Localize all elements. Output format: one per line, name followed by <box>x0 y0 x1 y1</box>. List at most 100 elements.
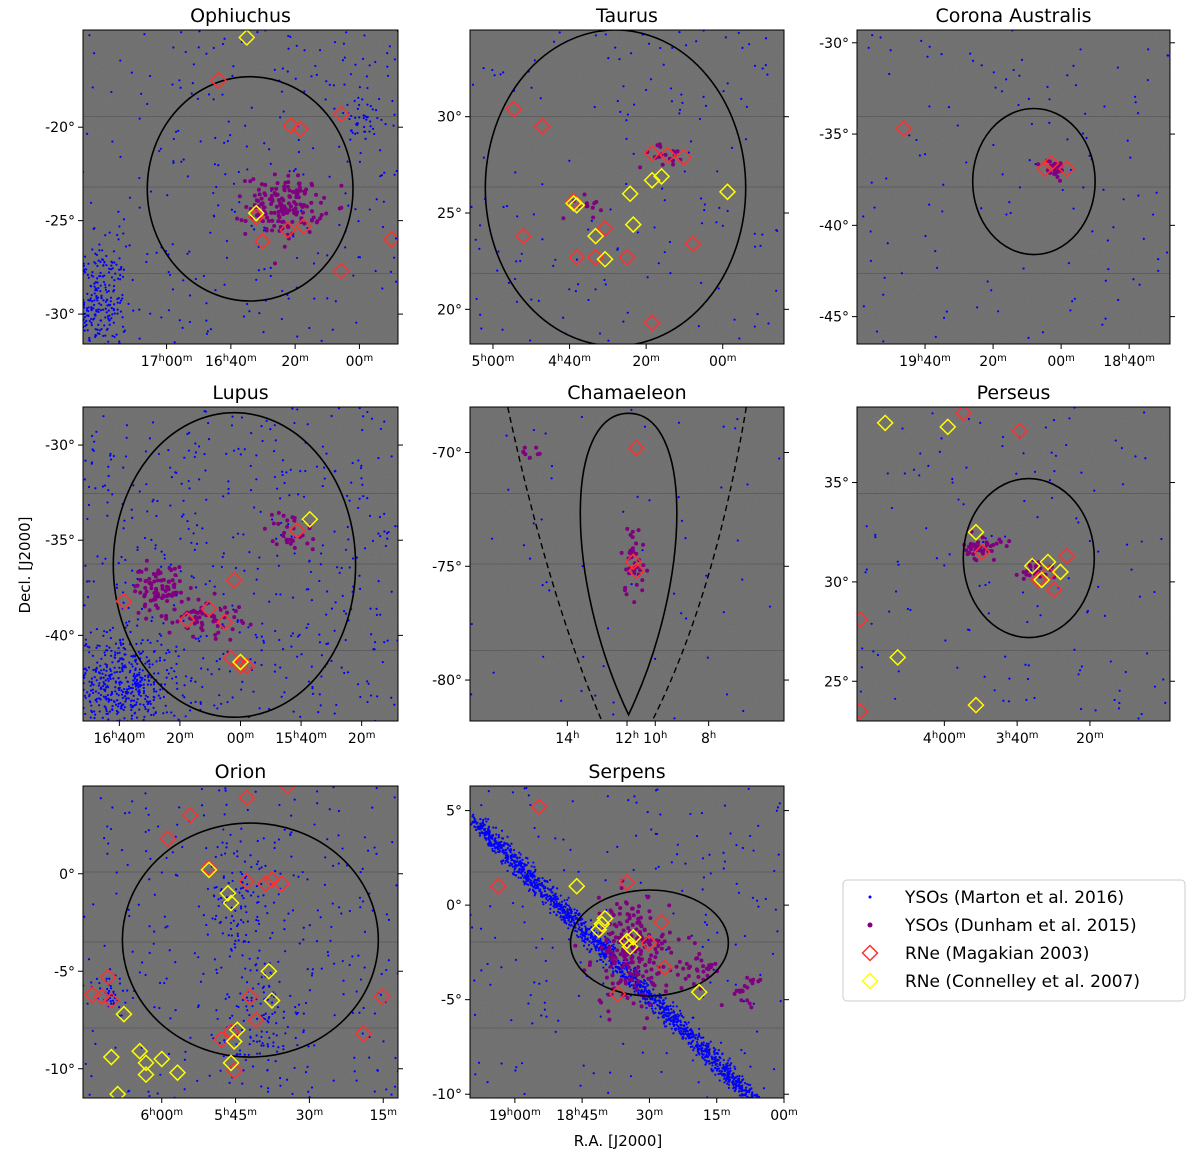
yso-dunham-point <box>156 571 161 576</box>
yso-marton-point <box>213 886 216 889</box>
yso-marton-point <box>351 955 354 958</box>
yso-marton-point <box>135 716 139 719</box>
yso-marton-point <box>258 556 261 559</box>
yso-marton-point <box>292 235 295 238</box>
yso-marton-point <box>753 245 757 248</box>
yso-dunham-point <box>319 212 324 217</box>
yso-marton-point <box>310 665 313 668</box>
yso-marton-point <box>289 35 292 38</box>
yso-marton-point <box>244 967 247 970</box>
yso-marton-point <box>55 328 57 330</box>
yso-marton-point <box>793 1145 795 1147</box>
yso-marton-point <box>163 683 167 686</box>
yso-marton-point <box>486 962 489 966</box>
yso-marton-point <box>749 834 752 838</box>
yso-marton-point <box>992 143 995 147</box>
yso-marton-point <box>197 637 200 640</box>
yso-marton-point <box>92 668 95 672</box>
rne-connelley-marker <box>115 1005 133 1023</box>
yso-dunham-point <box>138 590 143 595</box>
yso-marton-point <box>128 244 131 247</box>
yso-marton-point <box>928 203 931 206</box>
yso-dunham-point <box>260 219 265 224</box>
yso-marton-point <box>374 108 378 112</box>
yso-marton-point <box>1023 499 1026 503</box>
yso-marton-point <box>88 580 91 583</box>
yso-marton-point <box>755 1030 759 1033</box>
yso-marton-point <box>1142 237 1145 240</box>
yso-marton-point <box>120 849 124 852</box>
yso-marton-point <box>541 937 544 940</box>
yso-marton-point <box>757 1095 761 1098</box>
yso-marton-point <box>347 204 350 207</box>
yso-marton-point <box>76 319 78 321</box>
yso-marton-point <box>778 1124 780 1126</box>
yso-marton-point <box>333 712 336 715</box>
yso-marton-point <box>295 44 298 47</box>
yso-dunham-point <box>628 548 633 553</box>
yso-marton-point <box>179 86 182 89</box>
yso-marton-point <box>695 1053 698 1057</box>
yso-dunham-point <box>318 216 323 221</box>
yso-marton-point <box>145 656 148 659</box>
yso-marton-point <box>874 536 877 539</box>
yso-marton-point <box>272 1045 275 1048</box>
yso-marton-point <box>97 684 100 687</box>
yso-marton-point <box>393 173 396 176</box>
yso-marton-point <box>205 498 208 501</box>
yso-marton-point <box>463 799 465 801</box>
yso-marton-point <box>112 250 116 253</box>
yso-marton-point <box>763 1118 765 1120</box>
yso-marton-point <box>168 273 172 277</box>
yso-marton-point <box>945 310 948 313</box>
yso-marton-point <box>741 846 744 850</box>
yso-marton-point <box>165 652 168 655</box>
yso-marton-point <box>897 563 900 566</box>
yso-dunham-point <box>281 533 286 538</box>
yso-marton-point <box>598 953 601 956</box>
panel-corona-australis: Corona Australis-30°-35°-40°-45°19h40m 20… <box>819 5 1175 370</box>
yso-marton-point <box>113 335 116 338</box>
yso-marton-point <box>1080 665 1083 668</box>
yso-marton-point <box>373 846 376 849</box>
yso-marton-point <box>342 979 345 982</box>
rne-connelley-marker <box>568 196 586 214</box>
yso-marton-point <box>361 57 365 61</box>
yso-dunham-point <box>279 205 284 210</box>
yso-marton-point <box>643 425 647 428</box>
yso-marton-point <box>353 99 356 102</box>
yso-marton-point <box>765 1105 767 1107</box>
yso-marton-point <box>73 694 75 696</box>
yso-marton-point <box>118 666 121 669</box>
yso-marton-point <box>282 1016 285 1019</box>
yso-marton-point <box>225 803 228 806</box>
yso-marton-point <box>76 656 78 658</box>
yso-marton-point <box>254 633 257 636</box>
yso-marton-point <box>107 686 110 689</box>
yso-marton-point <box>344 548 348 551</box>
yso-marton-point <box>287 297 290 300</box>
yso-dunham-point <box>237 605 242 610</box>
yso-marton-point <box>785 1138 787 1140</box>
yso-marton-point <box>635 834 638 837</box>
yso-marton-point <box>130 692 133 695</box>
rne-connelley-marker <box>238 30 256 47</box>
yso-marton-point <box>214 918 217 921</box>
yso-marton-point <box>62 743 64 745</box>
yso-marton-point <box>70 429 72 431</box>
yso-dunham-point <box>259 182 264 187</box>
yso-marton-point <box>599 1015 602 1018</box>
yso-dunham-point <box>640 588 645 593</box>
yso-marton-point <box>80 652 82 654</box>
yso-dunham-point <box>297 185 302 190</box>
yso-marton-point <box>122 665 125 669</box>
yso-marton-point <box>371 806 374 809</box>
yso-marton-point <box>359 695 362 699</box>
yso-marton-point <box>597 949 600 952</box>
yso-marton-point <box>759 973 762 976</box>
yso-marton-point <box>482 67 485 70</box>
yso-marton-point <box>944 639 947 642</box>
yso-marton-point <box>86 645 89 648</box>
yso-dunham-point <box>521 450 526 455</box>
yso-marton-point <box>391 841 394 844</box>
